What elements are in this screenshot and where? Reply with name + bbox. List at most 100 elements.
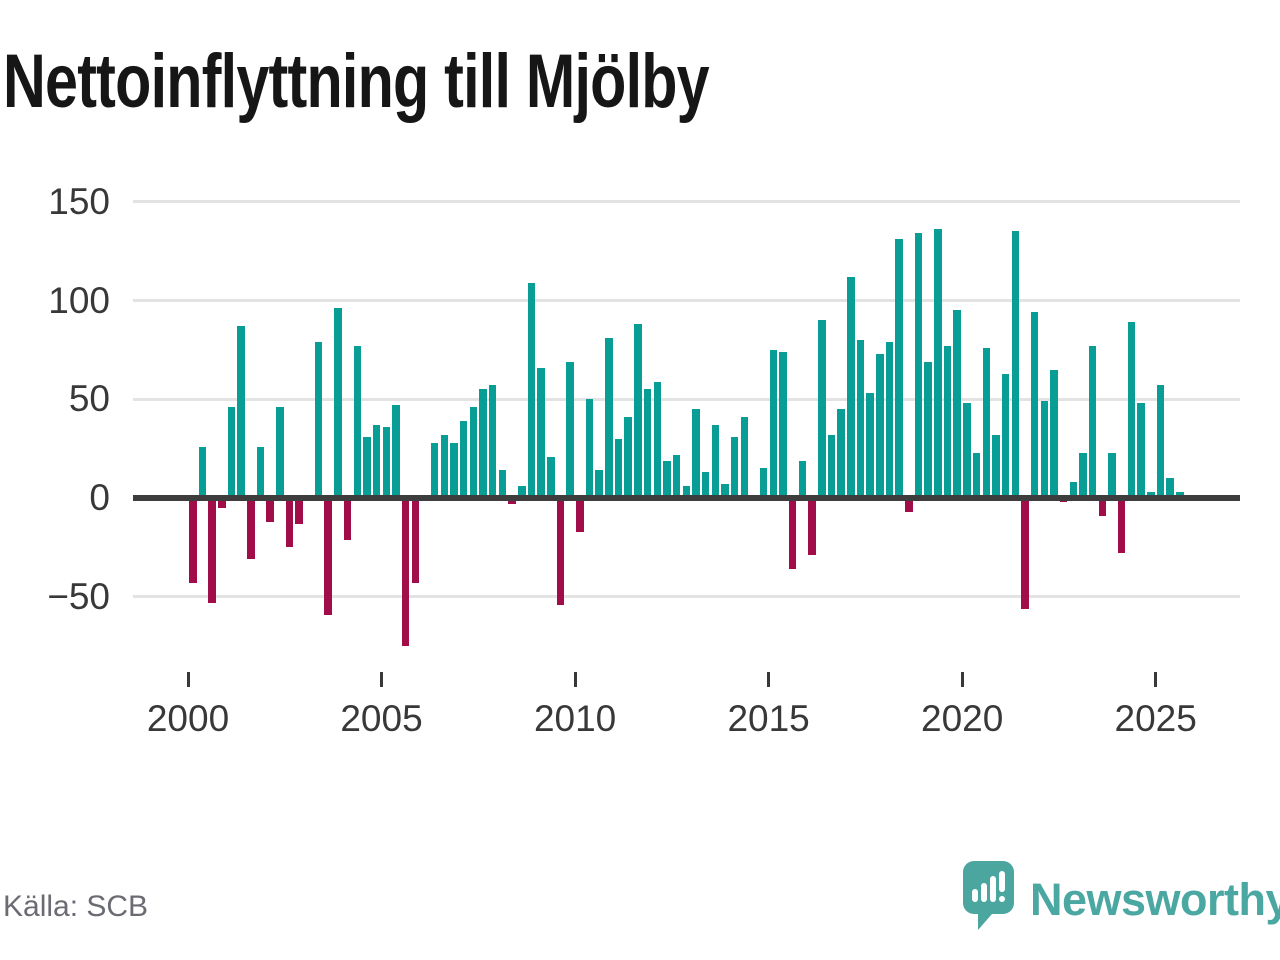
bar-2005-q3 — [401, 498, 410, 647]
bar-2007-q4 — [488, 385, 497, 498]
x-axis-tick-label: 2010 — [533, 698, 617, 739]
bar-2008-q1 — [498, 470, 507, 499]
bar-2009-q3 — [556, 498, 565, 605]
bar-2018-q4 — [914, 233, 923, 498]
bar-2011-q2 — [624, 417, 632, 498]
bar-2007-q3 — [479, 389, 487, 498]
bar-2022-q2 — [1050, 369, 1058, 498]
bar-2012-q3 — [672, 454, 681, 499]
bar-2023-q4 — [1108, 452, 1116, 498]
bar-2014-q1 — [730, 436, 739, 498]
bar-2010-q1 — [576, 498, 584, 532]
bar-2013-q3 — [711, 424, 720, 498]
bar-2025-q2 — [1166, 478, 1174, 499]
x-axis-tick-label: 2015 — [727, 698, 810, 739]
bar-2016-q1 — [808, 498, 816, 556]
bar-2018-q2 — [895, 239, 903, 498]
bar-2005-q1 — [382, 426, 391, 498]
x-axis-tick — [573, 672, 577, 687]
y-axis-tick-label: 100 — [48, 279, 110, 321]
bar-2012-q4 — [682, 486, 691, 498]
bar-2021-q3 — [1021, 498, 1029, 609]
gridline — [133, 200, 1240, 204]
x-axis-tick — [1154, 672, 1158, 687]
bar-2002-q4 — [295, 498, 303, 524]
bar-2015-q4 — [798, 460, 807, 498]
bar-2020-q3 — [982, 347, 990, 498]
bar-2024-q2 — [1127, 322, 1136, 498]
bar-2001-q2 — [237, 326, 245, 498]
bar-2024-q1 — [1117, 498, 1126, 554]
x-axis-tick-label: 2000 — [146, 698, 230, 739]
bar-2006-q4 — [450, 442, 458, 498]
newsworthy-wordmark: Newsworthy — [1030, 874, 1280, 925]
gridline — [133, 595, 1240, 599]
bar-2013-q1 — [692, 409, 700, 498]
bar-2003-q2 — [314, 342, 323, 498]
bar-2010-q2 — [585, 399, 594, 499]
bar-2022-q4 — [1069, 482, 1078, 498]
bar-2021-q2 — [1011, 231, 1020, 498]
bar-2007-q1 — [459, 421, 468, 498]
bar-2023-q2 — [1088, 345, 1097, 498]
x-axis-tick-label: 2005 — [340, 698, 423, 739]
bar-2014-q4 — [759, 468, 768, 498]
bar-2008-q3 — [518, 486, 526, 498]
newsworthy-logo: Newsworthy — [963, 861, 1280, 933]
bar-2013-q2 — [701, 472, 710, 498]
x-axis-tick — [767, 672, 771, 687]
bar-2004-q3 — [363, 436, 371, 498]
bar-2017-q3 — [866, 393, 874, 498]
bar-2000-q4 — [218, 498, 226, 508]
bar-2009-q2 — [547, 456, 555, 498]
bar-2016-q3 — [827, 434, 836, 498]
bar-2022-q1 — [1040, 401, 1049, 498]
bar-2001-q4 — [256, 446, 265, 498]
bar-2017-q1 — [847, 276, 855, 498]
bar-2003-q3 — [324, 498, 332, 615]
bar-2003-q4 — [334, 308, 342, 498]
y-axis-tick-label: 0 — [89, 477, 110, 518]
bar-2002-q1 — [266, 498, 274, 522]
chart-area: 150 100 50 0 −50 2000 2005 2010 2015 2020 2025 — [47, 180, 1240, 739]
y-axis-tick-label: 150 — [48, 180, 110, 222]
bar-2000-q1 — [189, 498, 197, 583]
bar-2009-q1 — [537, 367, 545, 498]
bar-2002-q3 — [285, 498, 294, 548]
bar-2024-q3 — [1137, 403, 1145, 498]
newsworthy-logo-icon — [963, 861, 1014, 930]
bar-2020-q2 — [972, 452, 981, 498]
bar-2004-q2 — [353, 345, 361, 498]
bar-2006-q3 — [440, 434, 449, 498]
bar-2016-q4 — [837, 409, 845, 498]
bar-2019-q4 — [953, 310, 961, 498]
bar-2005-q2 — [392, 405, 400, 498]
bar-2018-q1 — [885, 342, 894, 498]
bar-2023-q3 — [1098, 498, 1107, 516]
bar-2020-q4 — [992, 434, 1000, 498]
bar-2000-q2 — [198, 446, 207, 498]
bar-2019-q3 — [943, 345, 952, 498]
x-axis-tick — [380, 672, 383, 687]
bar-2010-q3 — [595, 470, 603, 499]
bar-2020-q1 — [963, 403, 971, 498]
bar-2019-q1 — [924, 361, 932, 498]
bar-2017-q2 — [856, 340, 865, 498]
bar-2001-q1 — [227, 407, 236, 498]
bar-2004-q4 — [372, 424, 381, 498]
bar-2002-q2 — [276, 407, 284, 498]
chart-title: Nettoinflyttning till Mjölby — [3, 39, 710, 124]
source-note: Källa: SCB — [3, 890, 149, 923]
bar-2010-q4 — [605, 338, 613, 498]
bar-2000-q3 — [208, 498, 216, 603]
x-axis-tick-label: 2025 — [1114, 698, 1197, 739]
bar-2004-q1 — [343, 498, 352, 540]
bar-2013-q4 — [721, 484, 729, 498]
bar-2015-q1 — [769, 349, 778, 498]
bar-2006-q2 — [430, 442, 439, 498]
bar-2001-q3 — [247, 498, 255, 560]
bar-2012-q1 — [653, 381, 661, 498]
bar-2015-q2 — [779, 351, 787, 499]
bar-2008-q4 — [527, 282, 536, 498]
bar-2017-q4 — [876, 353, 884, 498]
